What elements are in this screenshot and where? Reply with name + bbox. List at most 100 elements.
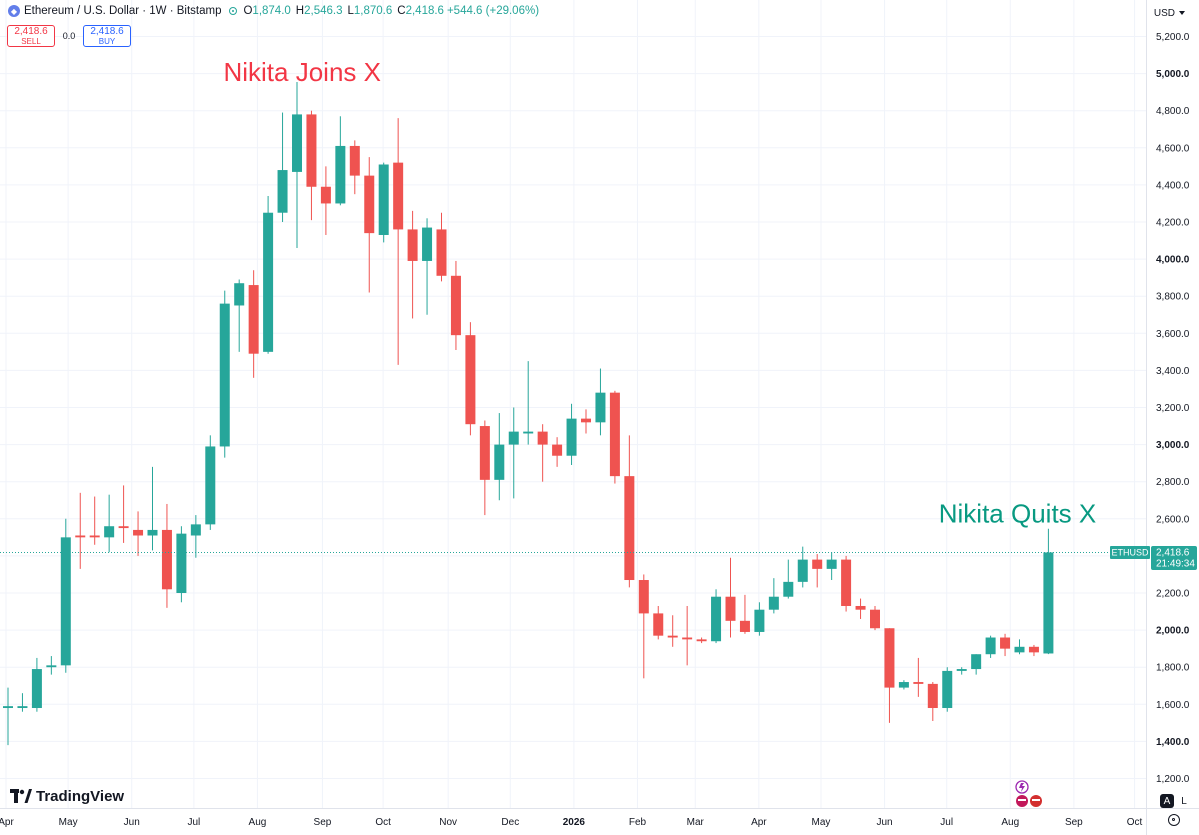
candle-body [1028,646,1039,653]
time-tick-label: Jul [940,817,953,828]
candle-body [783,581,794,597]
countdown-label: 21:49:34 [1156,558,1195,569]
candle-body [927,683,938,709]
currency-label: USD [1153,8,1175,19]
log-scale-button[interactable]: L [1181,795,1187,807]
candle [624,435,635,588]
chart-annotation[interactable]: Nikita Joins X [223,57,381,87]
candle [118,485,129,543]
candle [682,605,693,666]
annotations: Nikita Joins X Nikita Quits X [223,57,1096,528]
price-tick-label: 4,000.0 [1156,255,1190,266]
price-axis[interactable]: 1,200.0 1,400.0 1,600.0 1,800.0 2,000.0 2,200… [1156,32,1190,785]
time-tick-label: May [812,817,831,828]
candle [739,594,750,634]
candle [927,682,938,721]
candle [393,118,404,365]
chart-annotation[interactable]: Nikita Quits X [939,499,1097,529]
candle-body [1014,646,1025,653]
price-tick-label: 4,400.0 [1156,180,1190,191]
time-tick-label: Mar [687,817,705,828]
candle-body [46,665,57,668]
candle [465,322,476,436]
candle [667,615,678,647]
candle-body [118,526,129,529]
candle-body [407,229,418,261]
time-tick-label: Jun [876,817,892,828]
candle-body [436,229,447,276]
candle [754,602,765,636]
price-tick-label: 2,000.0 [1156,626,1190,637]
time-tick-label: Dec [501,817,519,828]
candle-body [725,596,736,621]
symbol-header[interactable]: ◆ Ethereum / U.S. Dollar · 1W · Bitstamp… [0,0,542,22]
symbol-title[interactable]: Ethereum / U.S. Dollar · 1W · Bitstamp [24,5,222,17]
time-tick-label: 2026 [563,817,586,828]
ticker-label: ETHUSD [1111,547,1149,557]
open-label: O [243,5,253,17]
tradingview-logo[interactable]: TradingView [10,788,124,805]
candle [1043,528,1054,655]
candle-body [479,426,490,480]
time-axis[interactable]: Apr May Jun Jul Aug Sep Oct Nov Dec 2026 Feb Mar Apr… [0,817,1143,828]
candle-body [176,533,187,593]
candle [711,589,722,644]
candle-body [812,559,823,569]
price-tick-label: 4,200.0 [1156,218,1190,229]
price-tick-label: 2,200.0 [1156,589,1190,600]
candle [292,81,302,248]
low-label: L [347,5,354,17]
candle [176,526,187,603]
currency-selector[interactable]: USD [1154,8,1185,19]
candle-body [855,605,866,610]
candle [1014,639,1025,655]
candle-body [161,529,172,590]
market-status-icon[interactable] [229,7,238,15]
candle [364,157,375,293]
brand-name: TradingView [36,788,125,805]
candle-body [566,418,577,456]
buy-label: BUY [98,36,116,46]
high-value: 2,546.3 [304,5,343,17]
candle [335,116,346,206]
trade-buttons: 2,418.6 SELL 0.0 2,418.6 BUY [7,24,131,48]
candle-body [768,596,779,610]
candle-body [581,418,591,423]
sell-button[interactable]: 2,418.6 SELL [7,25,55,47]
time-tick-label: Apr [0,817,14,828]
candle [306,110,317,221]
candle [263,196,274,354]
time-tick-label: Jun [124,817,140,828]
candle-body [841,559,852,606]
last-price-label: 2,418.6 [1156,547,1190,558]
candle-body [3,706,13,709]
candle [870,605,880,631]
candle [479,420,490,516]
close-label: C [397,5,406,17]
auto-scale-button[interactable]: A [1160,794,1174,808]
time-tick-label: May [59,817,78,828]
candle [277,112,288,222]
time-tick-label: Aug [1001,817,1019,828]
price-tick-label: 3,800.0 [1156,292,1190,303]
candle-body [739,620,750,632]
candle [971,654,982,675]
candle [248,270,259,378]
candle [537,424,548,482]
candle [407,210,418,319]
buy-button[interactable]: 2,418.6 BUY [83,25,131,47]
candle-body [89,535,100,538]
time-tick-label: Sep [1065,817,1083,828]
change-value: +544.6 (+29.06%) [446,5,540,17]
candle-body [31,669,42,709]
candle [494,413,505,501]
candle-body [205,446,216,525]
candle-body [552,444,563,456]
candle [696,637,707,644]
candle-body [219,303,230,447]
flags-icon[interactable] [1015,780,1042,807]
open-value: 1,874.0 [252,5,291,17]
price-tick-label: 3,600.0 [1156,329,1190,340]
settings-gear-icon[interactable] [1168,814,1180,826]
